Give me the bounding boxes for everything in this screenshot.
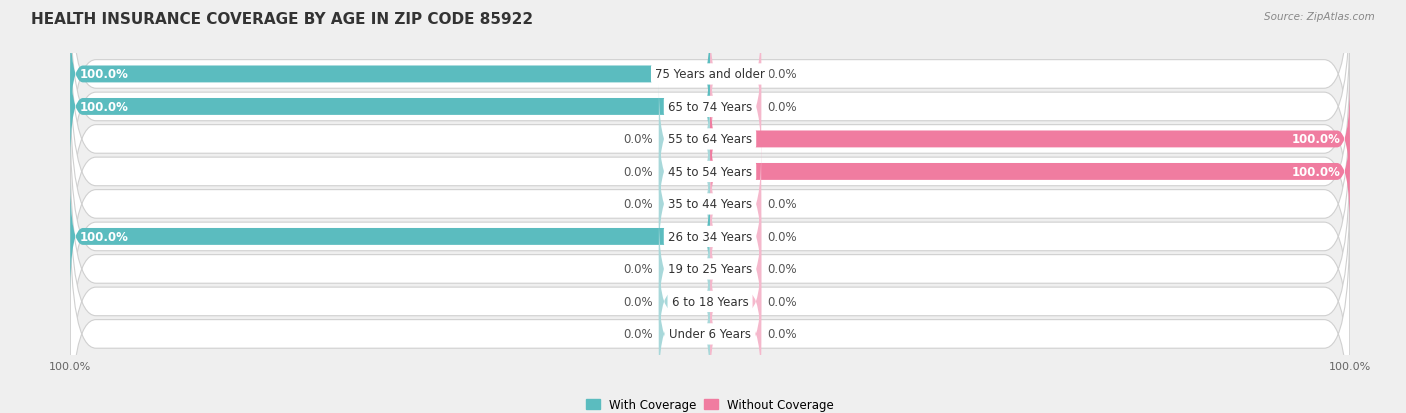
FancyBboxPatch shape — [710, 213, 761, 326]
FancyBboxPatch shape — [710, 278, 761, 391]
FancyBboxPatch shape — [70, 0, 1350, 223]
FancyBboxPatch shape — [70, 24, 1350, 255]
Text: 55 to 64 Years: 55 to 64 Years — [668, 133, 752, 146]
Text: 100.0%: 100.0% — [1291, 133, 1340, 146]
FancyBboxPatch shape — [70, 219, 1350, 413]
Text: 0.0%: 0.0% — [768, 328, 797, 341]
FancyBboxPatch shape — [659, 83, 710, 196]
Text: 0.0%: 0.0% — [623, 295, 652, 308]
FancyBboxPatch shape — [659, 278, 710, 391]
FancyBboxPatch shape — [710, 245, 761, 358]
Text: 0.0%: 0.0% — [623, 328, 652, 341]
Text: 0.0%: 0.0% — [623, 133, 652, 146]
Text: 0.0%: 0.0% — [623, 166, 652, 178]
FancyBboxPatch shape — [659, 245, 710, 358]
FancyBboxPatch shape — [70, 89, 1350, 320]
FancyBboxPatch shape — [70, 121, 1350, 352]
Text: 100.0%: 100.0% — [80, 68, 129, 81]
Text: 6 to 18 Years: 6 to 18 Years — [672, 295, 748, 308]
FancyBboxPatch shape — [710, 18, 761, 131]
Text: 65 to 74 Years: 65 to 74 Years — [668, 101, 752, 114]
FancyBboxPatch shape — [710, 180, 761, 293]
Text: 35 to 44 Years: 35 to 44 Years — [668, 198, 752, 211]
Text: 75 Years and older: 75 Years and older — [655, 68, 765, 81]
Text: 100.0%: 100.0% — [80, 101, 129, 114]
Text: Source: ZipAtlas.com: Source: ZipAtlas.com — [1264, 12, 1375, 22]
Text: 26 to 34 Years: 26 to 34 Years — [668, 230, 752, 243]
FancyBboxPatch shape — [710, 148, 761, 261]
Text: 0.0%: 0.0% — [768, 101, 797, 114]
FancyBboxPatch shape — [70, 0, 1350, 190]
Text: 45 to 54 Years: 45 to 54 Years — [668, 166, 752, 178]
FancyBboxPatch shape — [70, 186, 1350, 413]
Text: 0.0%: 0.0% — [768, 263, 797, 276]
Text: 0.0%: 0.0% — [768, 198, 797, 211]
FancyBboxPatch shape — [710, 83, 1350, 196]
FancyBboxPatch shape — [70, 180, 710, 293]
FancyBboxPatch shape — [659, 213, 710, 326]
Text: 100.0%: 100.0% — [80, 230, 129, 243]
Text: 100.0%: 100.0% — [1291, 166, 1340, 178]
FancyBboxPatch shape — [70, 57, 1350, 287]
Text: 0.0%: 0.0% — [768, 68, 797, 81]
Text: Under 6 Years: Under 6 Years — [669, 328, 751, 341]
Text: 0.0%: 0.0% — [768, 295, 797, 308]
FancyBboxPatch shape — [70, 154, 1350, 385]
Text: HEALTH INSURANCE COVERAGE BY AGE IN ZIP CODE 85922: HEALTH INSURANCE COVERAGE BY AGE IN ZIP … — [31, 12, 533, 27]
FancyBboxPatch shape — [659, 116, 710, 228]
Text: 0.0%: 0.0% — [623, 198, 652, 211]
FancyBboxPatch shape — [659, 148, 710, 261]
FancyBboxPatch shape — [70, 51, 710, 164]
Text: 0.0%: 0.0% — [768, 230, 797, 243]
Legend: With Coverage, Without Coverage: With Coverage, Without Coverage — [581, 393, 839, 413]
FancyBboxPatch shape — [710, 51, 761, 164]
Text: 19 to 25 Years: 19 to 25 Years — [668, 263, 752, 276]
FancyBboxPatch shape — [70, 18, 710, 131]
FancyBboxPatch shape — [710, 116, 1350, 228]
Text: 0.0%: 0.0% — [623, 263, 652, 276]
